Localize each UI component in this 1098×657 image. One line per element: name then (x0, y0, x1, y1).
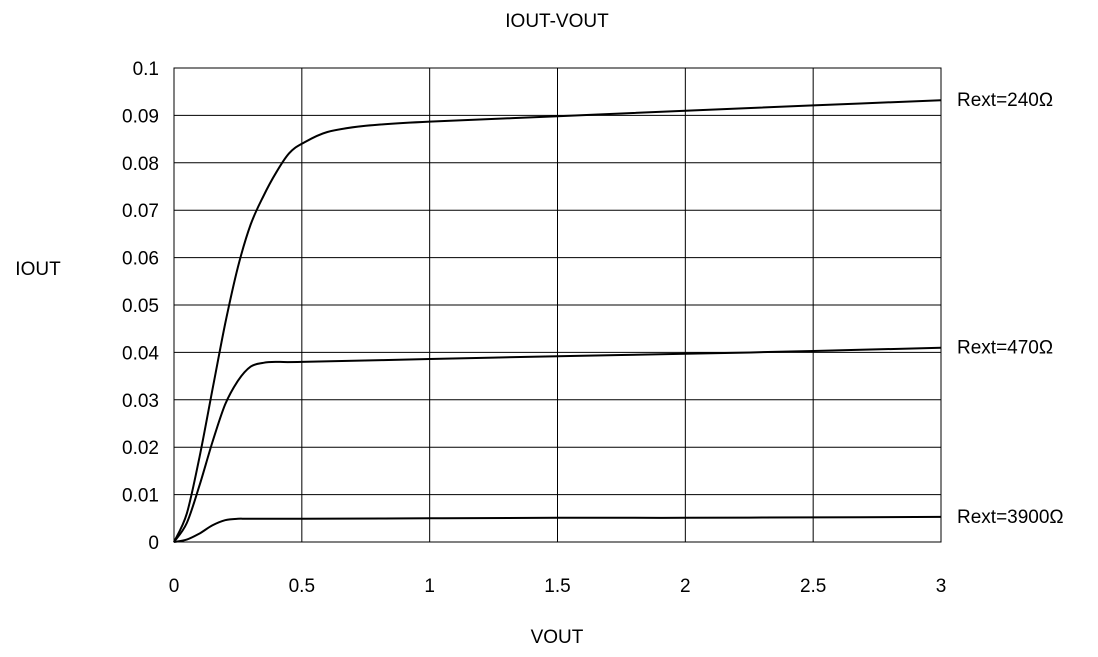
y-tick-label: 0.05 (122, 296, 159, 317)
y-tick-label: 0.03 (122, 391, 159, 412)
y-tick-labels: 0 0.01 0.02 0.03 0.04 0.05 0.06 0.07 0.08 0.09 0.1 (122, 59, 159, 554)
series-labels: Rext=240Ω Rext=470Ω Rext=3900Ω (957, 90, 1064, 528)
series-label: Rext=470Ω (957, 338, 1053, 359)
x-tick-label: 1 (424, 576, 435, 597)
y-tick-label: 0.1 (133, 59, 159, 80)
y-tick-label: 0 (148, 533, 159, 554)
y-axis-label: IOUT (15, 259, 61, 280)
x-tick-label: 0 (169, 576, 180, 597)
grid (173, 67, 942, 543)
series-line (173, 346, 942, 543)
x-tick-label: 2 (680, 576, 691, 597)
x-tick-label: 2.5 (800, 576, 826, 597)
y-tick-label: 0.04 (122, 343, 159, 364)
y-tick-label: 0.07 (122, 201, 159, 222)
y-tick-label: 0.06 (122, 249, 159, 270)
y-tick-label: 0.08 (122, 154, 159, 175)
x-tick-label: 1.5 (544, 576, 570, 597)
series-label: Rext=240Ω (957, 90, 1053, 111)
y-tick-label: 0.02 (122, 438, 159, 459)
chart-title: IOUT-VOUT (505, 11, 609, 32)
x-tick-label: 3 (936, 576, 947, 597)
series-line (173, 99, 942, 543)
series-lines (173, 99, 942, 543)
y-tick-label: 0.01 (122, 486, 159, 507)
x-tick-label: 0.5 (289, 576, 315, 597)
plot-area-frame (173, 67, 942, 543)
series-line (173, 515, 942, 543)
y-tick-label: 0.09 (122, 106, 159, 127)
x-tick-labels: 0 0.5 1 1.5 2 2.5 3 (169, 576, 947, 597)
x-axis-label: VOUT (531, 627, 584, 648)
series-label: Rext=3900Ω (957, 507, 1064, 528)
